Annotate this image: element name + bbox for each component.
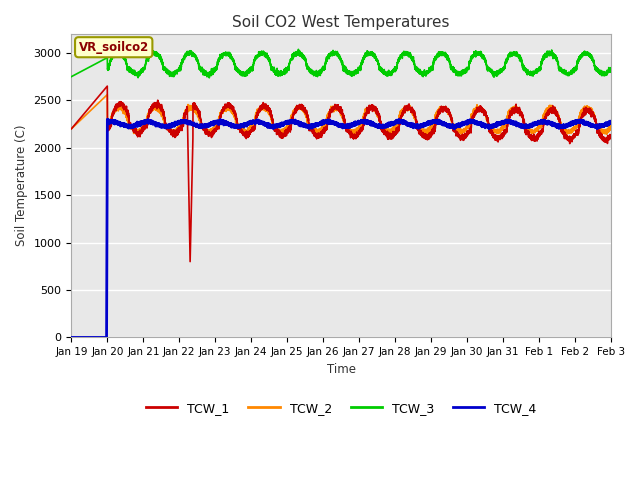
TCW_3 — [198, 68, 206, 74]
TCW_3 — [271, 68, 278, 74]
TCW_4 — [309, 123, 317, 129]
TCW_2 — [104, 92, 111, 97]
TCW_4 — [104, 117, 111, 122]
TCW_1 — [310, 127, 317, 133]
Line: TCW_2: TCW_2 — [72, 95, 611, 135]
Text: VR_soilco2: VR_soilco2 — [79, 41, 149, 54]
TCW_2 — [310, 126, 317, 132]
TCW_3 — [310, 72, 317, 77]
TCW_4 — [603, 121, 611, 127]
TCW_2 — [271, 123, 279, 129]
TCW_2 — [607, 125, 615, 131]
Line: TCW_1: TCW_1 — [72, 86, 611, 262]
TCW_1 — [186, 259, 194, 264]
TCW_1 — [603, 136, 611, 142]
Y-axis label: Soil Temperature (C): Soil Temperature (C) — [15, 125, 28, 246]
X-axis label: Time: Time — [326, 363, 356, 376]
TCW_4 — [193, 123, 200, 129]
TCW_2 — [193, 108, 200, 114]
TCW_3 — [196, 64, 204, 70]
TCW_1 — [607, 133, 615, 139]
TCW_2 — [603, 132, 611, 137]
TCW_3 — [607, 68, 615, 73]
TCW_1 — [68, 126, 76, 132]
TCW_4 — [271, 122, 278, 128]
TCW_1 — [271, 123, 279, 129]
TCW_4 — [68, 335, 76, 340]
Line: TCW_3: TCW_3 — [72, 49, 611, 78]
TCW_4 — [196, 122, 204, 128]
TCW_3 — [205, 75, 213, 81]
TCW_3 — [294, 47, 302, 52]
TCW_1 — [196, 115, 204, 120]
TCW_1 — [104, 83, 111, 89]
TCW_2 — [196, 118, 204, 123]
TCW_1 — [198, 124, 206, 130]
TCW_4 — [198, 124, 206, 130]
TCW_1 — [193, 105, 201, 111]
TCW_2 — [198, 124, 206, 130]
TCW_3 — [68, 74, 76, 80]
Title: Soil CO2 West Temperatures: Soil CO2 West Temperatures — [232, 15, 450, 30]
TCW_3 — [603, 70, 611, 75]
TCW_4 — [607, 120, 615, 125]
Line: TCW_4: TCW_4 — [72, 120, 611, 337]
Legend: TCW_1, TCW_2, TCW_3, TCW_4: TCW_1, TCW_2, TCW_3, TCW_4 — [141, 397, 541, 420]
TCW_2 — [68, 126, 76, 132]
TCW_3 — [193, 58, 200, 63]
TCW_2 — [205, 132, 212, 138]
